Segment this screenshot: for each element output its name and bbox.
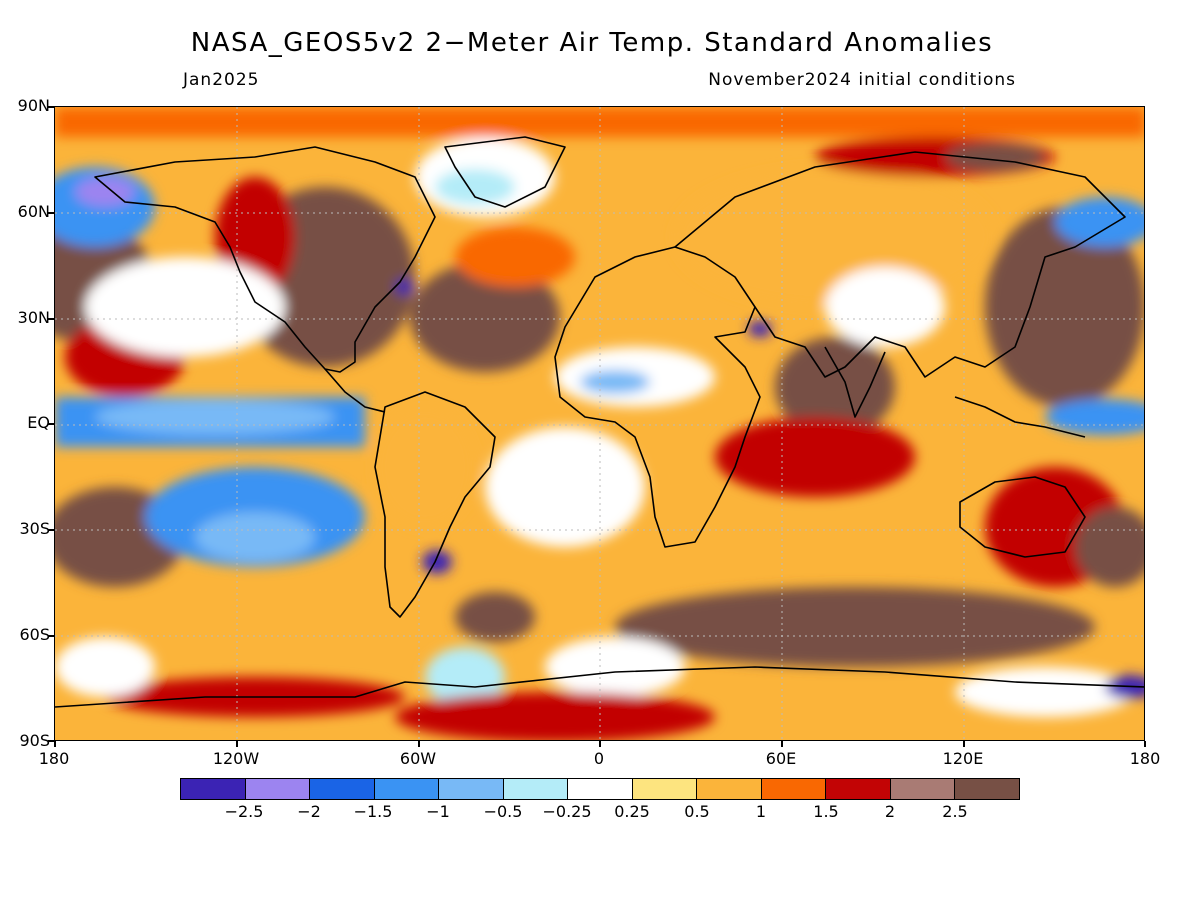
lon-label-0: 0 [593,749,605,768]
lon-label-180e: 180 [1129,749,1161,768]
lon-tick [418,741,420,747]
colorbar-swatch [310,779,375,799]
colorbar [180,778,1020,800]
lat-label-30n: 30N [17,308,50,327]
lon-tick [963,741,965,747]
colorbar-label: 2.5 [942,802,968,821]
lon-tick [599,741,601,747]
lat-tick [48,740,54,742]
map-title: NASA_GEOS5v2 2−Meter Air Temp. Standard … [190,28,994,58]
lon-label-60w: 60W [399,749,437,768]
lat-label-90n: 90N [17,96,50,115]
colorbar-swatch [503,779,569,799]
lat-tick [48,106,54,108]
init-conditions-label: November2024 initial conditions [708,70,1016,90]
lon-tick [236,741,238,747]
lon-label-120w: 120W [212,749,260,768]
colorbar-swatch [374,779,440,799]
colorbar-swatch [181,779,246,799]
colorbar-swatch [826,779,891,799]
lat-tick [48,423,54,425]
colorbar-swatch [439,779,504,799]
colorbar-swatch [890,779,956,799]
lon-tick [54,741,56,747]
lat-tick [48,635,54,637]
colorbar-swatch [955,779,1019,799]
anomaly-map [54,106,1145,741]
lat-label-60n: 60N [17,202,50,221]
lat-label-90s: 90S [19,731,50,750]
lon-label-60e: 60E [765,749,797,768]
colorbar-label: −1 [426,802,450,821]
colorbar-swatch [245,779,311,799]
anomaly-map-canvas [55,107,1144,740]
colorbar-label: 0.5 [684,802,710,821]
lon-label-120e: 120E [942,749,984,768]
colorbar-swatch [761,779,827,799]
valid-month-label: Jan2025 [183,70,260,90]
colorbar-label: −0.5 [483,802,523,821]
colorbar-label: 1 [755,802,767,821]
colorbar-label: 1.5 [813,802,839,821]
lat-label-30s: 30S [19,519,50,538]
lat-label-60s: 60S [19,625,50,644]
lat-tick [48,529,54,531]
colorbar-label: −2.5 [224,802,264,821]
colorbar-label: 0.25 [614,802,650,821]
colorbar-label: −1.5 [353,802,393,821]
lon-tick [781,741,783,747]
colorbar-label: −2 [297,802,321,821]
lat-label-eq: EQ [27,413,50,432]
colorbar-swatch [568,779,633,799]
lat-tick [48,212,54,214]
colorbar-label: 2 [884,802,896,821]
lat-tick [48,318,54,320]
colorbar-swatch [632,779,698,799]
colorbar-label: −0.25 [542,802,592,821]
lon-label-180w: 180 [38,749,70,768]
lon-tick [1144,741,1146,747]
colorbar-swatch [697,779,762,799]
